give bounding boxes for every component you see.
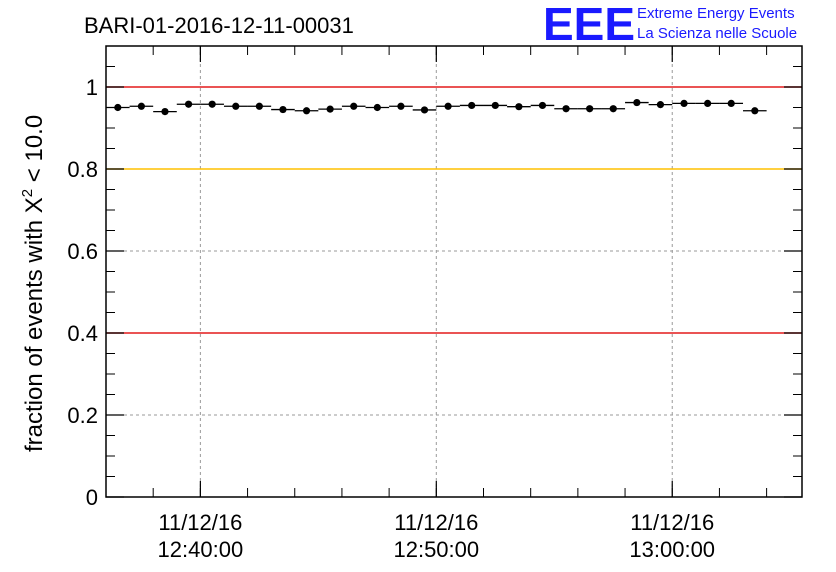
plot-frame bbox=[105, 45, 803, 498]
x-tick-label-date: 11/12/16 bbox=[158, 510, 242, 535]
x-tick-label-date: 11/12/16 bbox=[394, 510, 478, 535]
data-point bbox=[208, 100, 216, 108]
chart-title: BARI-01-2016-12-11-00031 bbox=[84, 13, 354, 38]
data-point bbox=[161, 108, 169, 116]
x-tick-label-time: 12:40:00 bbox=[158, 537, 244, 562]
data-point bbox=[279, 105, 287, 114]
data-point bbox=[232, 102, 240, 110]
data-point bbox=[586, 105, 594, 113]
data-point bbox=[373, 103, 381, 112]
y-tick-label: 0 bbox=[86, 485, 98, 510]
y-axis: 0 0.2 0.4 0.6 0.8 1 bbox=[67, 66, 802, 510]
data-point bbox=[751, 107, 759, 115]
data-point bbox=[727, 99, 735, 107]
logo-line-1: Extreme Energy Events bbox=[637, 5, 795, 22]
y-tick-label: 0.6 bbox=[67, 239, 98, 264]
data-point bbox=[420, 106, 429, 114]
y-axis-label: fraction of events with X2 < 10.0 bbox=[19, 115, 48, 452]
data-point bbox=[444, 102, 452, 110]
data-point bbox=[114, 103, 122, 112]
data-point bbox=[562, 105, 570, 113]
data-point bbox=[468, 101, 476, 110]
data-point bbox=[704, 99, 712, 107]
x-tick-label-time: 12:50:00 bbox=[393, 537, 479, 562]
data-point bbox=[302, 107, 311, 115]
data-point bbox=[255, 102, 263, 110]
y-tick-label: 0.2 bbox=[67, 403, 98, 428]
x-tick-label-date: 11/12/16 bbox=[630, 510, 714, 535]
data-point bbox=[326, 105, 334, 113]
data-point bbox=[137, 102, 145, 110]
y-tick-label: 1 bbox=[86, 75, 98, 100]
data-point bbox=[538, 101, 547, 110]
y-tick-label: 0.8 bbox=[67, 157, 98, 182]
data-point bbox=[350, 102, 358, 110]
data-point bbox=[680, 99, 688, 107]
reference-lines bbox=[106, 86, 802, 334]
x-axis: 11/12/1612:40:0011/12/1612:50:0011/12/16… bbox=[152, 46, 768, 562]
logo-line-2: La Scienza nelle Scuole bbox=[637, 25, 797, 42]
data-point bbox=[515, 103, 523, 111]
x-tick-label-time: 13:00:00 bbox=[629, 537, 715, 562]
data-point bbox=[491, 101, 499, 110]
data-series bbox=[106, 98, 767, 116]
logo-mark: EEE bbox=[543, 0, 635, 50]
data-point bbox=[609, 105, 617, 113]
data-point bbox=[397, 102, 405, 110]
data-point bbox=[184, 100, 193, 108]
y-tick-label: 0.4 bbox=[67, 321, 98, 346]
data-point bbox=[656, 101, 665, 109]
data-point bbox=[633, 98, 641, 107]
grid-lines bbox=[106, 46, 802, 497]
eee-logo: EEE Extreme Energy Events La Scienza nel… bbox=[543, 0, 797, 50]
